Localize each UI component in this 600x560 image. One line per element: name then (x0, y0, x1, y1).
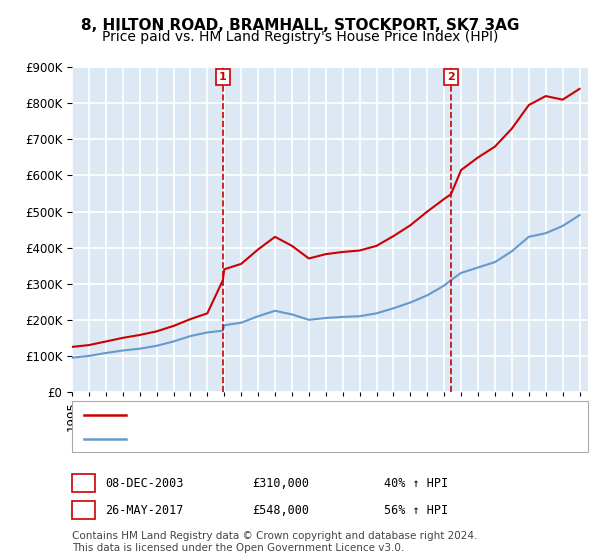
Text: Contains HM Land Registry data © Crown copyright and database right 2024.
This d: Contains HM Land Registry data © Crown c… (72, 531, 478, 553)
Text: 26-MAY-2017: 26-MAY-2017 (105, 503, 184, 517)
Text: HPI: Average price, detached house, Stockport: HPI: Average price, detached house, Stoc… (135, 432, 410, 445)
Text: 1: 1 (219, 72, 227, 82)
Text: 1: 1 (79, 477, 88, 490)
Text: 56% ↑ HPI: 56% ↑ HPI (384, 503, 448, 517)
Text: Price paid vs. HM Land Registry's House Price Index (HPI): Price paid vs. HM Land Registry's House … (102, 30, 498, 44)
Text: 40% ↑ HPI: 40% ↑ HPI (384, 477, 448, 490)
Text: £310,000: £310,000 (252, 477, 309, 490)
Text: 8, HILTON ROAD, BRAMHALL, STOCKPORT, SK7 3AG: 8, HILTON ROAD, BRAMHALL, STOCKPORT, SK7… (81, 18, 519, 34)
Text: 2: 2 (447, 72, 455, 82)
Text: 8, HILTON ROAD, BRAMHALL, STOCKPORT, SK7 3AG (detached house): 8, HILTON ROAD, BRAMHALL, STOCKPORT, SK7… (135, 408, 545, 421)
Text: 08-DEC-2003: 08-DEC-2003 (105, 477, 184, 490)
Text: £548,000: £548,000 (252, 503, 309, 517)
Text: 2: 2 (79, 503, 88, 517)
